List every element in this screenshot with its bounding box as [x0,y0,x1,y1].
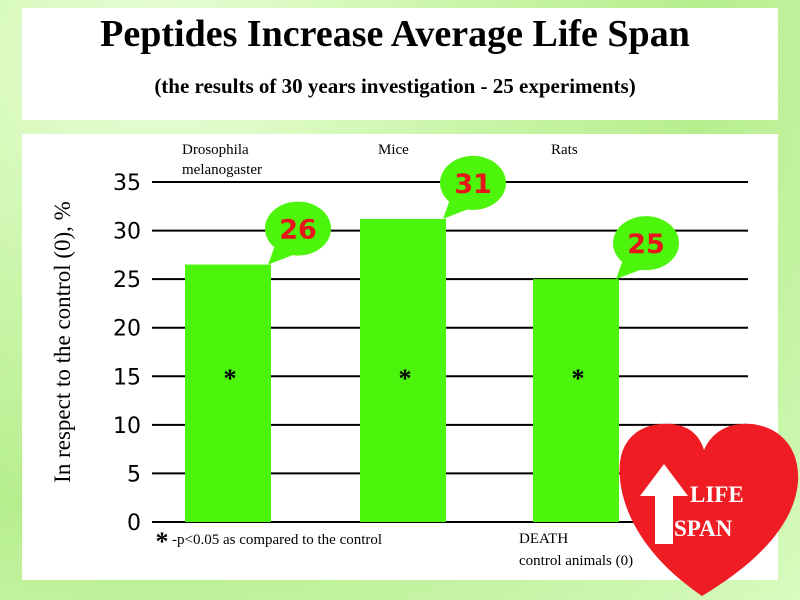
value-bubbles: 26 31 25 [265,155,679,280]
category-label: Mice [378,142,409,158]
category-labels: Drosophila melanogaster Mice Rats [182,142,578,178]
baseline-note-line1: DEATH [519,531,568,547]
logo-text-span: SPAN [674,516,733,541]
y-tick-label: 15 [113,365,141,390]
bubble-tail [443,196,469,219]
significance-mark: * [572,364,585,393]
category-label: Rats [551,142,578,158]
bar [185,264,271,522]
y-tick-label: 25 [113,268,141,293]
y-tick-label: 5 [127,462,141,487]
y-tick-label: 30 [113,220,141,245]
category-label: melanogaster [182,162,262,178]
data-label: 26 [279,215,317,246]
category-label: Drosophila [182,142,249,158]
baseline-note-line2: control animals (0) [519,553,633,569]
y-tick-label: 10 [113,414,141,439]
data-label: 31 [454,169,492,200]
bars: * * * [185,218,619,522]
y-tick-label: 0 [127,511,141,536]
bar [360,218,446,522]
up-arrow-icon [640,464,688,544]
title-panel [22,8,778,120]
bar [533,279,619,522]
significance-mark: * [224,364,237,393]
footnote-star: * [156,527,169,556]
data-label: 25 [627,229,665,260]
bubble-tail [268,242,294,265]
y-tick-labels: 0 5 10 15 20 25 30 35 [113,171,141,536]
significance-mark: * [399,364,412,393]
chart-subtitle: (the results of 30 years investigation -… [154,74,636,98]
y-tick-label: 35 [113,171,141,196]
logo-text-life: LIFE [690,482,744,507]
value-bubble [265,201,331,256]
bubble-tail [616,257,642,280]
footnote-text: -p<0.05 as compared to the control [172,532,382,548]
life-span-logo: LIFE SPAN [619,423,799,596]
value-bubble [613,216,679,271]
y-axis-title: In respect to the control (0), % [50,201,75,483]
y-tick-label: 20 [113,317,141,342]
chart-title: Peptides Increase Average Life Span [100,13,690,55]
heart-icon [619,423,799,596]
value-bubble [440,155,506,210]
